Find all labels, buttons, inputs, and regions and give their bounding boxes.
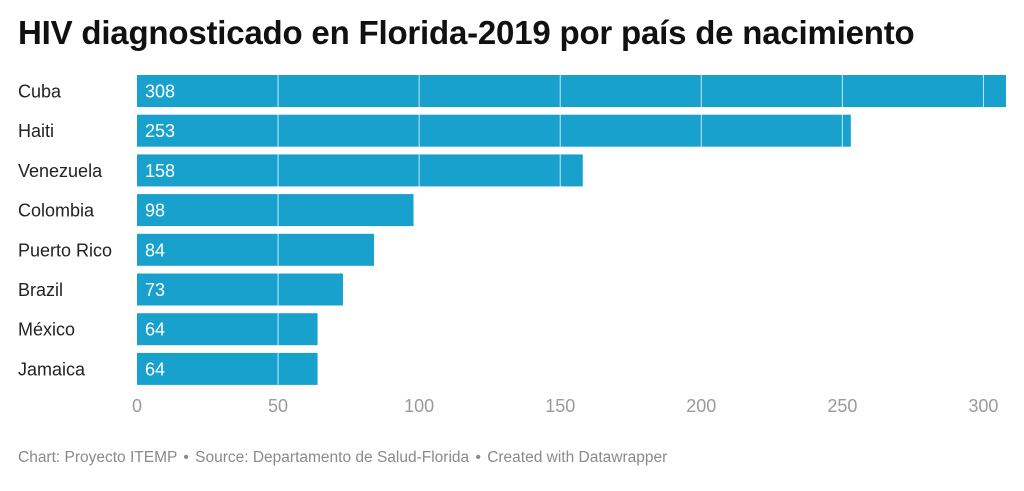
bar: [137, 233, 374, 266]
bar-value-label: 98: [145, 201, 165, 221]
category-label: Brazil: [18, 280, 63, 300]
bar: [137, 154, 583, 187]
bar: [137, 313, 318, 346]
bar: [137, 194, 414, 227]
created-with: Created with Datawrapper: [487, 449, 668, 466]
bar-value-label: 73: [145, 280, 165, 300]
category-label: Cuba: [18, 82, 62, 102]
x-tick-label: 100: [404, 396, 434, 416]
labels: Cuba 308 Haiti 253 Venezuela 158 Colombia 98 Pue…: [18, 82, 998, 417]
x-tick-label: 300: [968, 396, 998, 416]
category-label: Colombia: [18, 201, 95, 221]
x-tick-label: 200: [686, 396, 716, 416]
category-label: Haiti: [18, 121, 54, 141]
chart-source: Source: Departamento de Salud-Florida: [195, 449, 470, 466]
bar: [137, 75, 1006, 107]
chart-credit: Chart: Proyecto ITEMP: [18, 449, 178, 466]
bar-value-label: 158: [145, 161, 175, 181]
bar-value-label: 64: [145, 320, 165, 340]
category-label: Puerto Rico: [18, 240, 112, 260]
footer-separator: •: [475, 449, 481, 466]
x-tick-label: 0: [132, 396, 142, 416]
bar: [137, 114, 851, 147]
bars: [137, 75, 1006, 385]
bar-value-label: 308: [145, 82, 175, 102]
category-label: Venezuela: [18, 161, 103, 181]
bar: [137, 352, 318, 385]
category-label: México: [18, 320, 75, 340]
footer-separator: •: [183, 449, 189, 466]
bar: [137, 273, 343, 306]
category-label: Jamaica: [18, 359, 86, 379]
chart-footer: Chart: Proyecto ITEMP • Source: Departam…: [18, 449, 667, 467]
bar-value-label: 64: [145, 359, 165, 379]
bar-value-label: 253: [145, 121, 175, 141]
bar-value-label: 84: [145, 240, 165, 260]
gridlines: [277, 75, 984, 385]
chart-title: HIV diagnosticado en Florida-2019 por pa…: [18, 14, 915, 51]
x-tick-label: 50: [268, 396, 288, 416]
x-tick-label: 150: [545, 396, 575, 416]
x-tick-label: 250: [827, 396, 857, 416]
